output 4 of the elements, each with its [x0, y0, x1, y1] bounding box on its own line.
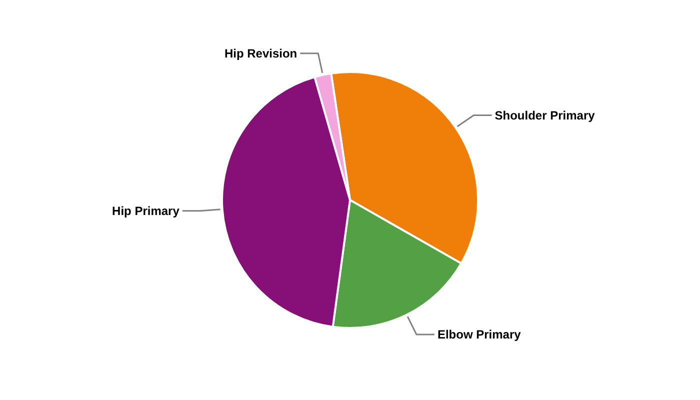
- slice-label: Elbow Primary: [437, 327, 522, 342]
- slice-label: Hip Primary: [112, 204, 180, 218]
- slice-label: Hip Revision: [224, 46, 298, 60]
- slice-label: Shoulder Primary: [494, 108, 596, 122]
